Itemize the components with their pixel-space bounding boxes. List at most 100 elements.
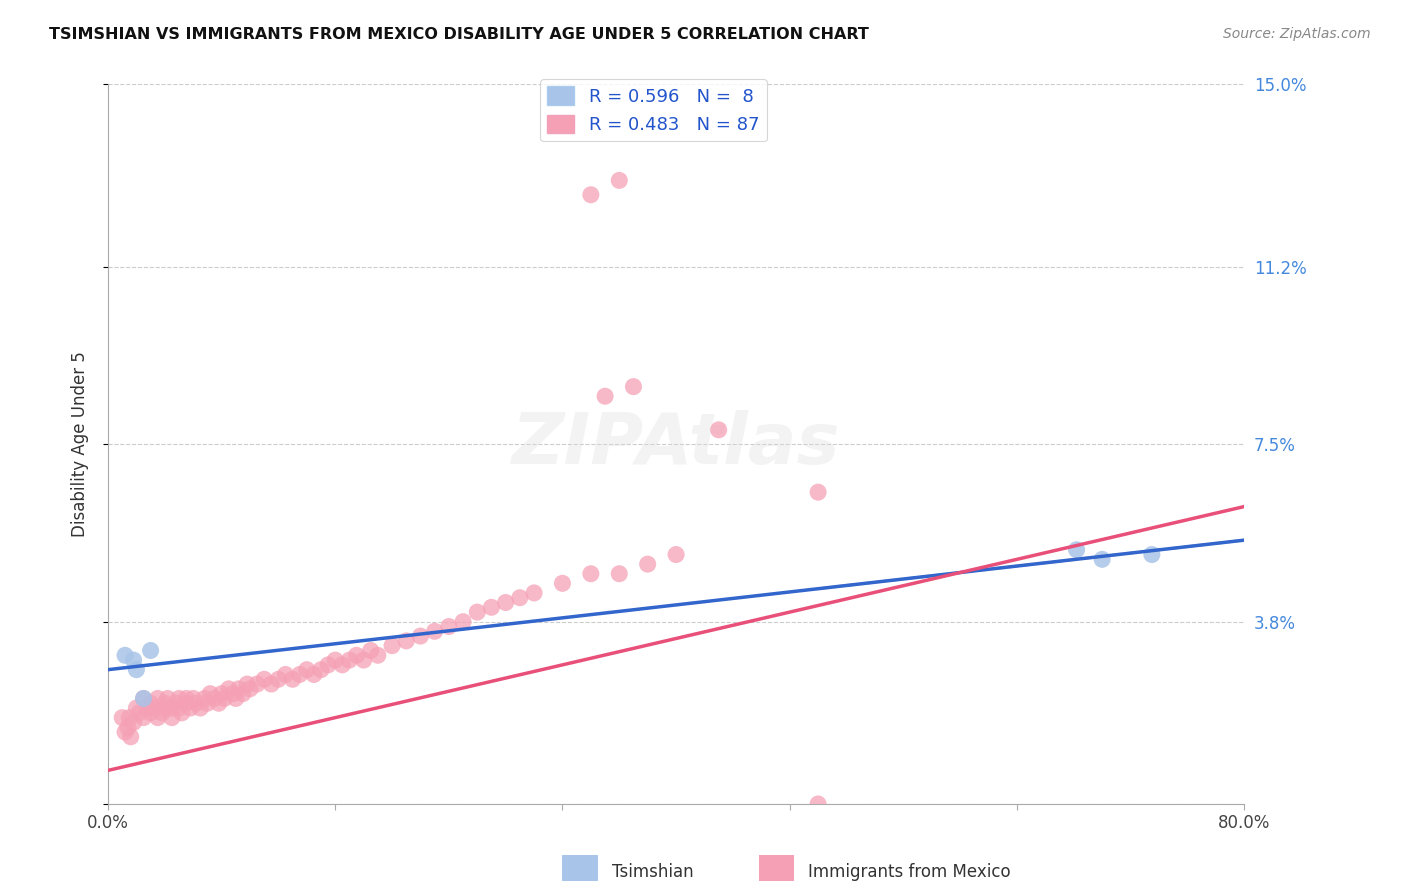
Y-axis label: Disability Age Under 5: Disability Age Under 5 <box>72 351 89 537</box>
Point <box>146 691 169 706</box>
Point <box>117 720 139 734</box>
Point <box>139 643 162 657</box>
Point <box>302 667 325 681</box>
Point <box>160 711 183 725</box>
Point <box>197 696 219 710</box>
Point <box>142 701 165 715</box>
Text: Immigrants from Mexico: Immigrants from Mexico <box>808 863 1011 881</box>
Point <box>170 706 193 720</box>
Point <box>246 677 269 691</box>
Point <box>295 663 318 677</box>
Point <box>316 657 339 672</box>
Point <box>288 667 311 681</box>
Point <box>136 701 159 715</box>
Text: TSIMSHIAN VS IMMIGRANTS FROM MEXICO DISABILITY AGE UNDER 5 CORRELATION CHART: TSIMSHIAN VS IMMIGRANTS FROM MEXICO DISA… <box>49 27 869 42</box>
Legend: R = 0.596   N =  8, R = 0.483   N = 87: R = 0.596 N = 8, R = 0.483 N = 87 <box>540 79 766 141</box>
Point <box>165 696 187 710</box>
Point <box>114 725 136 739</box>
Point <box>579 187 602 202</box>
Point <box>111 711 134 725</box>
Point <box>125 663 148 677</box>
Point <box>139 696 162 710</box>
Point <box>211 687 233 701</box>
Point <box>367 648 389 663</box>
Point <box>179 701 201 715</box>
Point <box>208 696 231 710</box>
Point <box>253 673 276 687</box>
Point <box>153 701 176 715</box>
Point <box>150 706 173 720</box>
Text: Tsimshian: Tsimshian <box>612 863 693 881</box>
Point <box>222 687 245 701</box>
Point <box>214 691 236 706</box>
Point <box>1066 542 1088 557</box>
Point <box>623 379 645 393</box>
Point <box>228 681 250 696</box>
Point <box>807 485 830 500</box>
Point <box>132 691 155 706</box>
Point <box>423 624 446 639</box>
Point <box>174 696 197 710</box>
Point <box>122 653 145 667</box>
Point <box>665 548 688 562</box>
Point <box>174 691 197 706</box>
Point <box>551 576 574 591</box>
Point <box>509 591 531 605</box>
Point <box>465 605 488 619</box>
Point <box>481 600 503 615</box>
Point <box>593 389 616 403</box>
Point <box>181 691 204 706</box>
Point <box>607 566 630 581</box>
Point <box>239 681 262 696</box>
Point <box>495 595 517 609</box>
Point <box>160 701 183 715</box>
Point <box>281 673 304 687</box>
Point <box>200 687 222 701</box>
Point <box>267 673 290 687</box>
Point <box>346 648 368 663</box>
Point <box>128 706 150 720</box>
Point <box>184 696 207 710</box>
Point <box>381 639 404 653</box>
Point <box>232 687 254 701</box>
Point <box>274 667 297 681</box>
Point <box>153 696 176 710</box>
Point <box>114 648 136 663</box>
Point <box>395 633 418 648</box>
Point <box>807 797 830 811</box>
Point <box>204 691 226 706</box>
Point <box>167 701 190 715</box>
Point <box>125 701 148 715</box>
Point <box>156 691 179 706</box>
Point <box>218 681 240 696</box>
Point <box>1091 552 1114 566</box>
Point <box>188 701 211 715</box>
Text: Source: ZipAtlas.com: Source: ZipAtlas.com <box>1223 27 1371 41</box>
Point <box>637 557 659 571</box>
Point <box>330 657 353 672</box>
Point <box>120 730 142 744</box>
Point <box>122 715 145 730</box>
Point <box>260 677 283 691</box>
Point <box>132 691 155 706</box>
Point <box>309 663 332 677</box>
Point <box>139 706 162 720</box>
Point <box>409 629 432 643</box>
Point <box>225 691 247 706</box>
Point <box>146 711 169 725</box>
Point <box>353 653 375 667</box>
Point <box>236 677 259 691</box>
Point <box>437 619 460 633</box>
Point <box>523 586 546 600</box>
Point <box>339 653 361 667</box>
Point <box>132 711 155 725</box>
Point <box>579 566 602 581</box>
Point <box>193 691 215 706</box>
Point <box>707 423 730 437</box>
Point <box>118 711 141 725</box>
Point <box>360 643 382 657</box>
Point <box>323 653 346 667</box>
Point <box>1140 548 1163 562</box>
Point <box>607 173 630 187</box>
Text: ZIPAtlas: ZIPAtlas <box>512 409 841 479</box>
